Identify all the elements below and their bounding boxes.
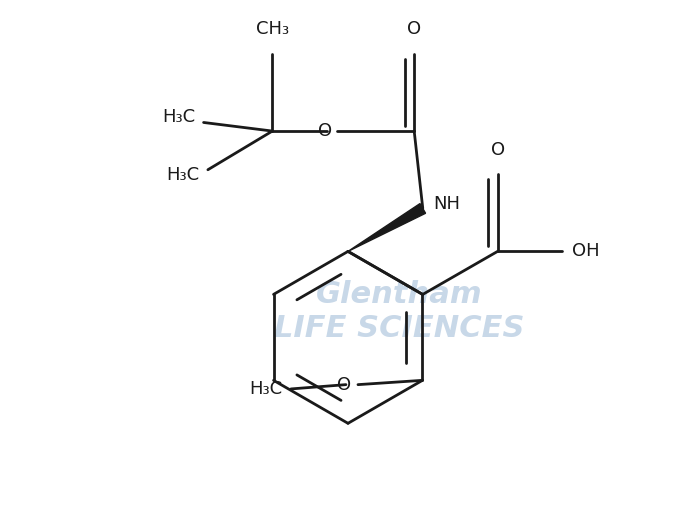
Text: OH: OH (572, 242, 600, 261)
Text: O: O (337, 375, 351, 394)
Text: O: O (318, 122, 333, 140)
Text: O: O (491, 140, 505, 159)
Text: H₃C: H₃C (162, 108, 195, 126)
Text: H₃C: H₃C (249, 380, 283, 398)
Polygon shape (348, 204, 425, 251)
Text: O: O (407, 20, 421, 38)
Text: CH₃: CH₃ (256, 20, 289, 38)
Text: Glentham
LIFE SCIENCES: Glentham LIFE SCIENCES (274, 280, 525, 343)
Text: NH: NH (433, 195, 460, 213)
Text: H₃C: H₃C (166, 166, 199, 184)
